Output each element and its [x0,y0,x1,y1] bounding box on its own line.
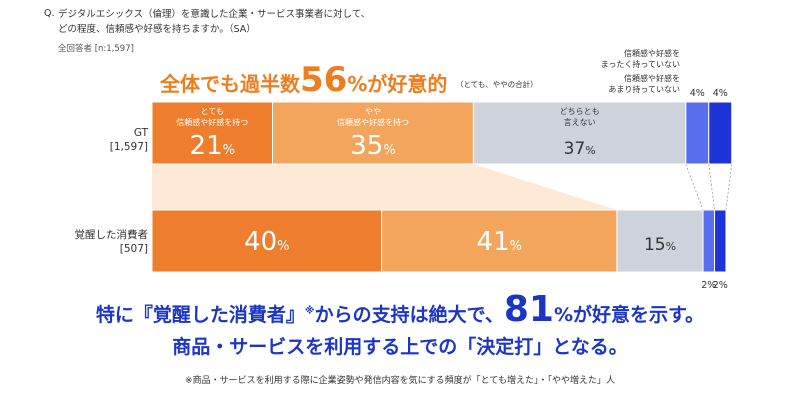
headline-part3: %が好意を示す。 [553,304,705,326]
data-label: 41% [477,227,522,257]
highlight-pre: 全体でも過半数 [160,72,300,96]
data-label: 40% [244,227,289,257]
data-label: 21% [190,131,235,161]
row-label-gt: GT [1,597] [110,126,148,154]
question-line-2: どの程度、信頼感や好感を持ちますか。（SA） [58,24,256,35]
series-label: 信頼感や好感を [624,73,680,83]
series-label: とても [201,107,224,116]
bar-segment [151,209,383,273]
connector-line [685,163,704,211]
question-line-1: デジタルエシックス（倫理）を意識した企業・サービス事業者に対して、 [58,9,371,20]
row-label-gt-name: GT [133,127,148,139]
question-prefix: Q. [44,8,55,19]
series-label: 信頼感や好感を持つ [337,117,409,127]
data-label: 35% [350,131,395,161]
series-label: あまり持っていない [608,84,680,94]
data-label: 37% [564,139,596,159]
headline-mark: ※ [304,305,315,317]
row-label-awakened-count: [507] [119,243,148,255]
data-label: 15% [644,235,676,255]
highlight-post: %が好意的 [347,72,448,96]
bar-segment [151,101,274,165]
bar-segment [381,209,618,273]
highlight-number: 56 [300,60,348,100]
row-label-gt-count: [1,597] [109,141,148,153]
data-label: 4% [690,88,705,99]
bar-segment [708,101,733,165]
series-label: 言えない [564,117,596,127]
series-label: まったく持っていない [601,59,680,69]
headline-part1: 特に『覚醒した消費者』 [95,304,305,326]
highlight-note: （とても、ややの合計） [456,80,538,89]
series-label: やや [365,107,381,116]
series-label: どちらとも [560,107,600,116]
bar-segment [702,209,716,273]
bar-segment [616,209,704,273]
bar-segment [272,101,474,165]
connector-line [708,163,715,211]
headline-part2: からの支持は絶大で、 [314,304,504,326]
series-label: 信頼感や好感を持つ [176,117,248,127]
headline-line-2: 商品・サービスを利用する上での「決定打」となる。 [172,336,628,358]
row-label-awakened: 覚醒した消費者 [507] [75,228,149,256]
footnote: ※商品・サービスを利用する際に企業姿勢や発信内容を気にする頻度が「とても増えた」… [185,376,615,386]
data-label: 4% [713,88,728,99]
bar-segment [685,101,710,165]
row-label-awakened-name: 覚醒した消費者 [74,229,149,241]
stacked-bar-chart: 21% 35% 37%4% 4%40% 41% 15%2%2%とても信頼感や好感を持つやや… [151,48,733,291]
data-label: 2% [713,280,728,291]
favorable-connector-band [152,164,617,210]
respondent-count: 全回答者 [n:1,597] [58,44,134,54]
headline-line-1: 特に『覚醒した消費者』※からの支持は絶大で、81%が好意を示す。 [0,289,800,330]
connector-line [725,163,733,211]
highlight-text: 全体でも過半数56%が好意的 [160,60,447,100]
headline-number: 81 [503,289,554,330]
bar-segment [714,209,727,273]
data-label: 2% [701,280,716,291]
series-label: 信頼感や好感を [624,48,680,58]
